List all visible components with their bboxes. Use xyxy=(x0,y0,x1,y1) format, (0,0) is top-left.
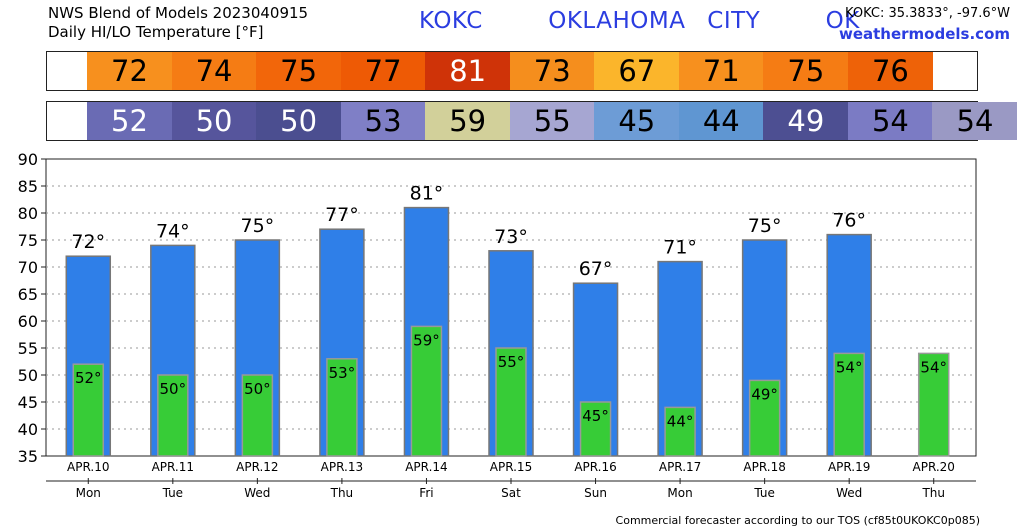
low-temp-label: 50° xyxy=(160,380,187,398)
x-tick-label: APR.14 xyxy=(405,460,447,474)
low-temp-bar xyxy=(833,352,865,457)
lo-strip-cell: 54 xyxy=(847,102,933,140)
weekday-label: Mon xyxy=(76,486,101,500)
station-title: KOKC OKLAHOMA CITY OK xyxy=(419,8,860,34)
lo-strip-cell: 52 xyxy=(87,102,172,140)
weekday-label: Mon xyxy=(667,486,692,500)
lo-strip-cell: 49 xyxy=(763,102,849,140)
lo-strip-cell: 50 xyxy=(171,102,257,140)
high-temp-label: 71° xyxy=(663,237,697,259)
y-tick-label: 60 xyxy=(18,312,38,331)
y-tick-label: 65 xyxy=(18,285,38,304)
y-tick-label: 90 xyxy=(18,150,38,169)
low-temp-bar xyxy=(72,363,105,457)
hi-strip-cell: 73 xyxy=(509,52,595,90)
hi-strip-cell: 67 xyxy=(594,52,680,90)
high-temp-label: 81° xyxy=(410,183,444,205)
low-temp-label: 53° xyxy=(329,364,356,382)
footer-note: Commercial forecaster according to our T… xyxy=(615,514,980,527)
y-tick-label: 80 xyxy=(18,204,38,223)
hi-strip-cell: 71 xyxy=(678,52,764,90)
low-temp-bar xyxy=(157,374,189,457)
x-tick-label: APR.15 xyxy=(490,460,532,474)
low-temp-label: 54° xyxy=(920,358,947,376)
y-tick-label: 45 xyxy=(18,393,38,412)
x-tick-label: APR.20 xyxy=(913,460,955,474)
y-tick-label: 55 xyxy=(18,339,38,358)
lo-strip-cell: 55 xyxy=(509,102,595,140)
low-temp-bar xyxy=(410,325,443,457)
low-temp-bar xyxy=(664,406,696,457)
x-tick-label: APR.13 xyxy=(321,460,363,474)
weekday-label: Sat xyxy=(501,486,521,500)
low-temp-bar xyxy=(917,352,950,457)
low-temp-label: 55° xyxy=(498,353,525,371)
high-temp-label: 73° xyxy=(494,226,528,248)
weekday-label: Tue xyxy=(162,486,184,500)
low-temp-label: 54° xyxy=(836,358,863,376)
high-temp-label: 75° xyxy=(748,215,782,237)
lo-strip-cell: 44 xyxy=(678,102,764,140)
low-temp-bar xyxy=(579,401,612,457)
x-tick-label: APR.19 xyxy=(828,460,870,474)
y-tick-label: 85 xyxy=(18,177,38,196)
header-info: KOKC: 35.3833°, -97.6°W weathermodels.co… xyxy=(839,4,1010,44)
low-temp-label: 50° xyxy=(244,380,271,398)
hi-strip-cell: 75 xyxy=(763,52,849,90)
y-tick-label: 70 xyxy=(18,258,38,277)
lo-strip-cell: 53 xyxy=(340,102,426,140)
weekday-label: Thu xyxy=(921,486,945,500)
high-temp-label: 77° xyxy=(325,204,359,226)
low-temp-label: 59° xyxy=(413,331,440,349)
low-temp-label: 45° xyxy=(582,407,609,425)
x-tick-label: APR.12 xyxy=(236,460,278,474)
low-temp-label: 49° xyxy=(751,385,778,403)
x-tick-label: APR.10 xyxy=(67,460,109,474)
high-temp-label: 72° xyxy=(71,231,105,253)
hi-strip-cell: 77 xyxy=(340,52,426,90)
low-temp-bar xyxy=(241,374,274,457)
x-tick-label: APR.16 xyxy=(574,460,616,474)
x-tick-label: APR.17 xyxy=(659,460,701,474)
y-tick-label: 75 xyxy=(18,231,38,250)
hi-strip-cell: 75 xyxy=(256,52,342,90)
hi-strip-cell: 72 xyxy=(87,52,172,90)
y-tick-label: 40 xyxy=(18,420,38,439)
weekday-label: Sun xyxy=(584,486,607,500)
station-coordinates: KOKC: 35.3833°, -97.6°W xyxy=(845,6,1010,21)
x-tick-label: APR.11 xyxy=(152,460,194,474)
site-link[interactable]: weathermodels.com xyxy=(838,25,1010,43)
title-line-1: NWS Blend of Models 2023040915 xyxy=(48,4,309,22)
high-temp-label: 67° xyxy=(579,258,613,280)
weekday-label: Wed xyxy=(836,486,862,500)
y-tick-label: 35 xyxy=(18,447,38,466)
weekday-label: Wed xyxy=(244,486,270,500)
lo-strip-cell: 54 xyxy=(932,102,1018,140)
weekday-label: Tue xyxy=(753,486,775,500)
lo-strip-cell: 50 xyxy=(256,102,342,140)
low-temp-bar xyxy=(326,358,358,457)
lo-strip-cell: 45 xyxy=(594,102,680,140)
y-tick-label: 50 xyxy=(18,366,38,385)
lo-strip-cell: 59 xyxy=(425,102,511,140)
chart-title: NWS Blend of Models 2023040915 Daily HI/… xyxy=(48,4,308,42)
weekday-label: Thu xyxy=(330,486,354,500)
high-temp-label: 76° xyxy=(832,210,866,232)
hi-strip-cell: 76 xyxy=(847,52,933,90)
low-temp-label: 52° xyxy=(75,369,102,387)
title-line-2: Daily HI/LO Temperature [°F] xyxy=(48,23,264,41)
weekday-label: Fri xyxy=(419,486,433,500)
high-temp-label: 75° xyxy=(241,215,275,237)
hi-strip-cell: 74 xyxy=(171,52,257,90)
high-temp-label: 74° xyxy=(156,220,190,242)
low-temp-label: 44° xyxy=(667,412,694,430)
low-temp-bar xyxy=(748,379,781,457)
x-tick-label: APR.18 xyxy=(743,460,785,474)
high-temperature-strip: 72 74 75 77 81 73 67 71 75 76 xyxy=(46,51,978,91)
hi-strip-cell: 81 xyxy=(425,52,511,90)
low-temp-bar xyxy=(495,347,527,457)
low-temperature-strip: 52 50 50 53 59 55 45 44 49 54 54 xyxy=(46,101,1018,141)
